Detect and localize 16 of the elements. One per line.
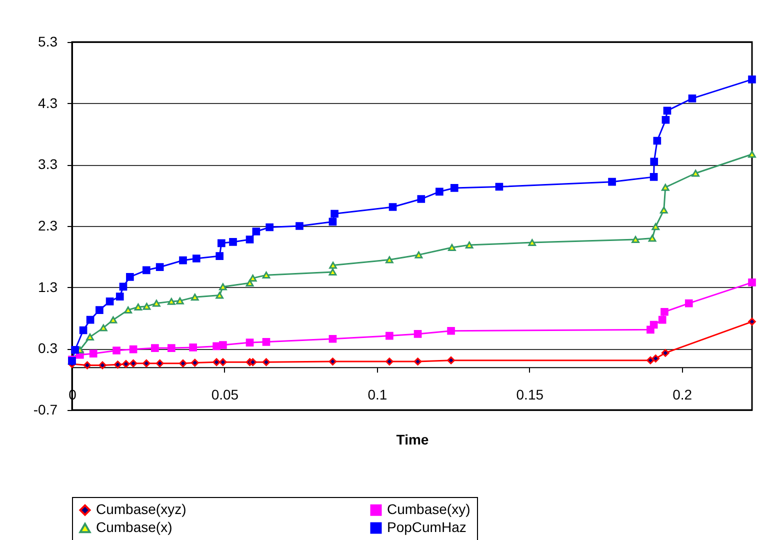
y-tick-label: 5.3 (38, 34, 58, 50)
y-tick-label: 1.3 (38, 278, 58, 295)
y-tick-label: 2.3 (38, 218, 58, 234)
y-tick-label: 4.3 (38, 94, 58, 111)
legend-label: Cumbase(xy) (387, 501, 470, 518)
x-axis-title: Time (396, 432, 429, 448)
x-tick-label: 0.1 (368, 386, 388, 403)
y-tick-label: -0.7 (33, 402, 58, 418)
x-tick-label: 0.15 (516, 386, 544, 403)
y-tick-label: 0.3 (38, 340, 58, 356)
legend-label: Cumbase(xyz) (96, 501, 186, 518)
legend-label: Cumbase(x) (96, 519, 172, 535)
legend-label: PopCumHaz (387, 519, 466, 535)
x-tick-label: 0.05 (211, 386, 239, 403)
y-tick-label: 3.3 (38, 156, 58, 172)
x-tick-label: 0.2 (672, 386, 692, 403)
